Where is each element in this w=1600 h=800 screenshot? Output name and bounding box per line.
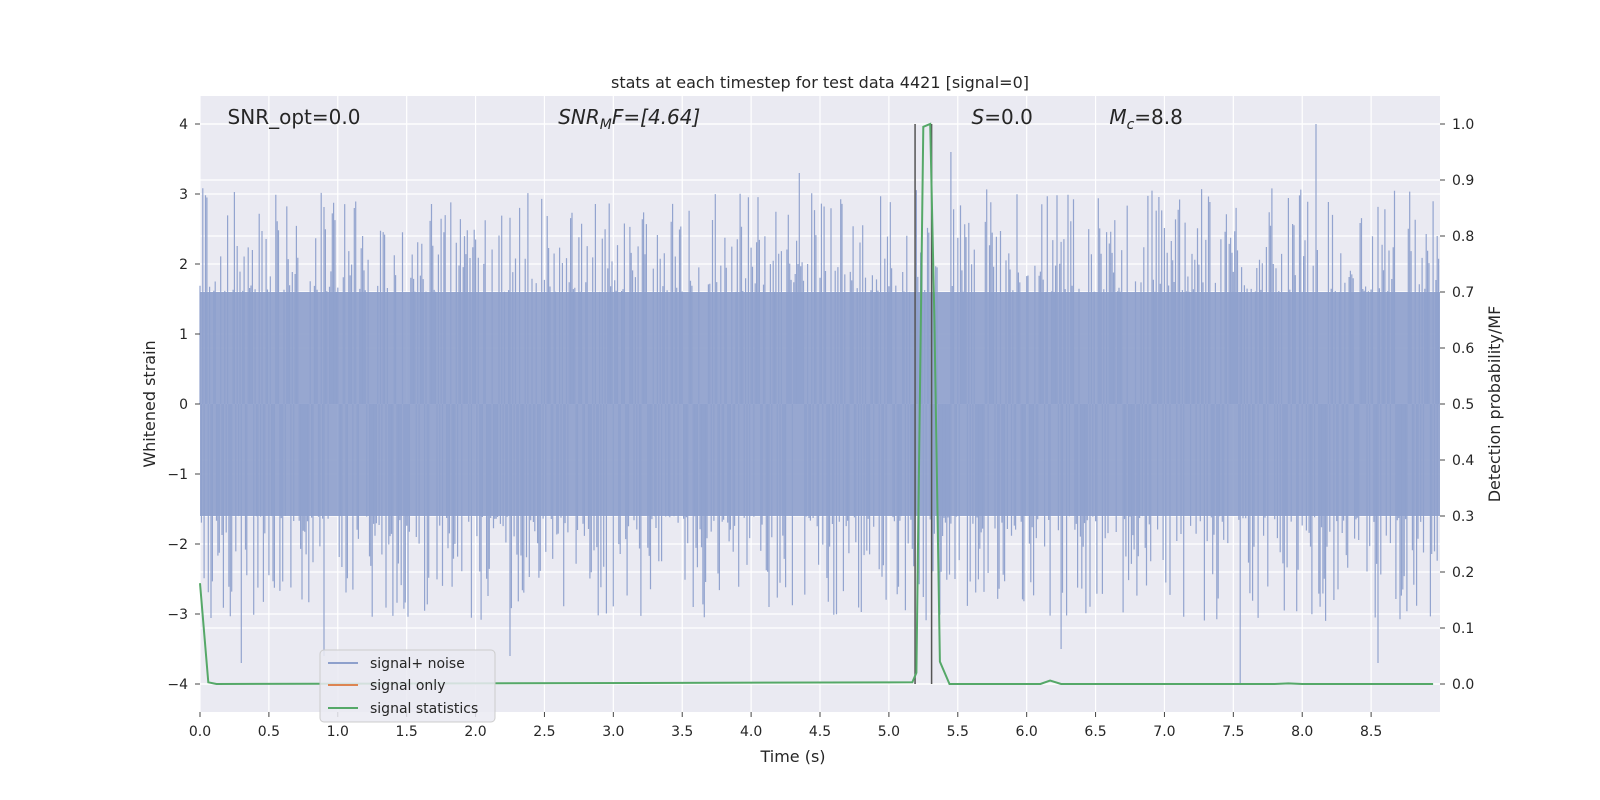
x-tick-label: 3.0 (602, 724, 624, 740)
y-tick-label: 4 (179, 117, 188, 133)
y2-axis-label: Detection probability/MF (1485, 306, 1504, 503)
y2-tick-label: 0.0 (1452, 677, 1474, 693)
y-tick-label: −4 (167, 677, 188, 693)
x-tick-label: 6.5 (1084, 724, 1106, 740)
annotation-text: SNR_opt=0.0 (228, 105, 361, 129)
y2-tick-label: 0.2 (1452, 565, 1474, 581)
signal-statistics-series (199, 122, 1434, 686)
noise-spikes (199, 124, 1440, 684)
y-axis-label: Whitened strain (140, 340, 159, 467)
annotation-text: S=0.0 (972, 105, 1033, 129)
y2-tick-label: 1.0 (1452, 117, 1474, 133)
y2-tick-label: 0.8 (1452, 229, 1474, 245)
annotations: SNR_opt=0.0 SNRMF=[4.64] S=0.0 Mc=8.8 (228, 105, 1183, 133)
x-tick-label: 0.5 (258, 724, 280, 740)
x-tick-label: 6.0 (1016, 724, 1038, 740)
y-axis-left: 4 3 2 1 0 −1 −2 −3 −4 (167, 117, 200, 693)
x-tick-label: 3.5 (671, 724, 693, 740)
y-tick-label: −1 (167, 467, 188, 483)
legend-label-signal-statistics: signal statistics (370, 701, 478, 717)
y-tick-label: 1 (179, 327, 188, 343)
y-tick-label: −3 (167, 607, 188, 623)
y2-tick-label: 0.7 (1452, 285, 1474, 301)
annotation-text: Mc=8.8 (1109, 105, 1183, 133)
x-tick-label: 8.0 (1291, 724, 1313, 740)
y-tick-label: 2 (179, 257, 188, 273)
legend-label-signal-only: signal only (370, 678, 445, 694)
y2-tick-label: 0.6 (1452, 341, 1474, 357)
x-tick-label: 2.0 (464, 724, 486, 740)
annotation-text: SNRMF=[4.64] (558, 105, 700, 133)
x-tick-label: 4.5 (809, 724, 831, 740)
x-tick-label: 1.0 (327, 724, 349, 740)
y2-tick-label: 0.1 (1452, 621, 1474, 637)
x-axis: 0.0 0.5 1.0 1.5 2.0 2.5 3.0 3.5 4.0 4.5 5.0 5.5 6.0 6… (189, 712, 1382, 740)
chart-title: stats at each timestep for test data 442… (611, 73, 1029, 92)
x-tick-label: 0.0 (189, 724, 211, 740)
y2-tick-label: 0.9 (1452, 173, 1474, 189)
x-tick-label: 2.5 (533, 724, 555, 740)
x-axis-label: Time (s) (759, 747, 825, 766)
x-tick-label: 5.0 (878, 724, 900, 740)
legend: signal+ noise signal only signal statist… (319, 649, 496, 723)
y2-tick-label: 0.4 (1452, 453, 1474, 469)
y-tick-label: 0 (179, 397, 188, 413)
x-tick-label: 7.0 (1153, 724, 1175, 740)
x-tick-label: 7.5 (1222, 724, 1244, 740)
y-axis-right: 1.0 0.9 0.8 0.7 0.6 0.5 0.4 0.3 0.2 0.1 0.0 (1440, 117, 1474, 693)
signal-noise-series (199, 124, 1440, 684)
x-tick-label: 8.5 (1360, 724, 1382, 740)
legend-box (319, 649, 496, 723)
x-tick-label: 5.5 (947, 724, 969, 740)
y-tick-label: 3 (179, 187, 188, 203)
legend-label-signal-noise: signal+ noise (370, 656, 465, 672)
signal-statistics-line (199, 122, 1434, 686)
x-tick-label: 4.0 (740, 724, 762, 740)
y2-tick-label: 0.5 (1452, 397, 1474, 413)
y2-tick-label: 0.3 (1452, 509, 1474, 525)
y-tick-label: −2 (167, 537, 188, 553)
x-tick-label: 1.5 (396, 724, 418, 740)
